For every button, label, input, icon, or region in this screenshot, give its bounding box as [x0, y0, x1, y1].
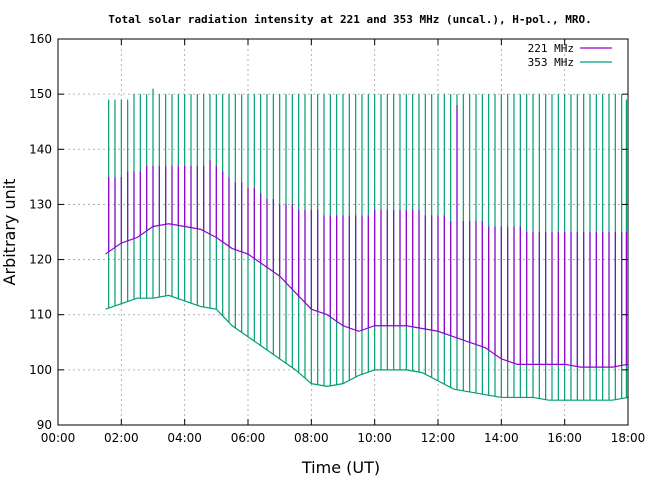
y-axis-ticks: 90 100 110 120 130 140 150 160 [29, 32, 628, 432]
series-221-mhz [105, 105, 629, 368]
x-tick-label: 16:00 [547, 431, 582, 445]
x-tick-label: 12:00 [421, 431, 456, 445]
y-tick-label: 120 [29, 253, 52, 267]
y-tick-label: 100 [29, 363, 52, 377]
x-tick-label: 06:00 [231, 431, 266, 445]
y-tick-label: 130 [29, 197, 52, 211]
y-tick-label: 150 [29, 87, 52, 101]
y-tick-label: 90 [37, 418, 52, 432]
x-axis-ticks: 00:00 02:00 04:00 06:00 08:00 10:00 12:00 14:00… [41, 39, 646, 445]
plot-frame [57, 38, 629, 426]
x-tick-label: 00:00 [41, 431, 76, 445]
x-tick-label: 02:00 [104, 431, 139, 445]
y-tick-label: 140 [29, 142, 52, 156]
series-353-mhz [105, 88, 629, 401]
y-tick-label: 160 [29, 32, 52, 46]
legend-label-353-mhz: 353 MHz [528, 56, 574, 69]
chart-title: Total solar radiation intensity at 221 a… [108, 13, 591, 26]
series-line-353-mhz [105, 294, 629, 401]
x-tick-label: 10:00 [357, 431, 392, 445]
legend-label-221-mhz: 221 MHz [528, 42, 574, 55]
legend: 221 MHz 353 MHz [528, 42, 612, 69]
x-tick-label: 04:00 [167, 431, 202, 445]
x-tick-label: 18:00 [611, 431, 646, 445]
series-line-221-mhz [105, 223, 629, 368]
x-axis-label: Time (UT) [301, 458, 380, 477]
x-tick-label: 14:00 [484, 431, 519, 445]
x-tick-label: 08:00 [294, 431, 329, 445]
y-axis-label: Arbitrary unit [0, 179, 19, 286]
y-tick-label: 110 [29, 308, 52, 322]
